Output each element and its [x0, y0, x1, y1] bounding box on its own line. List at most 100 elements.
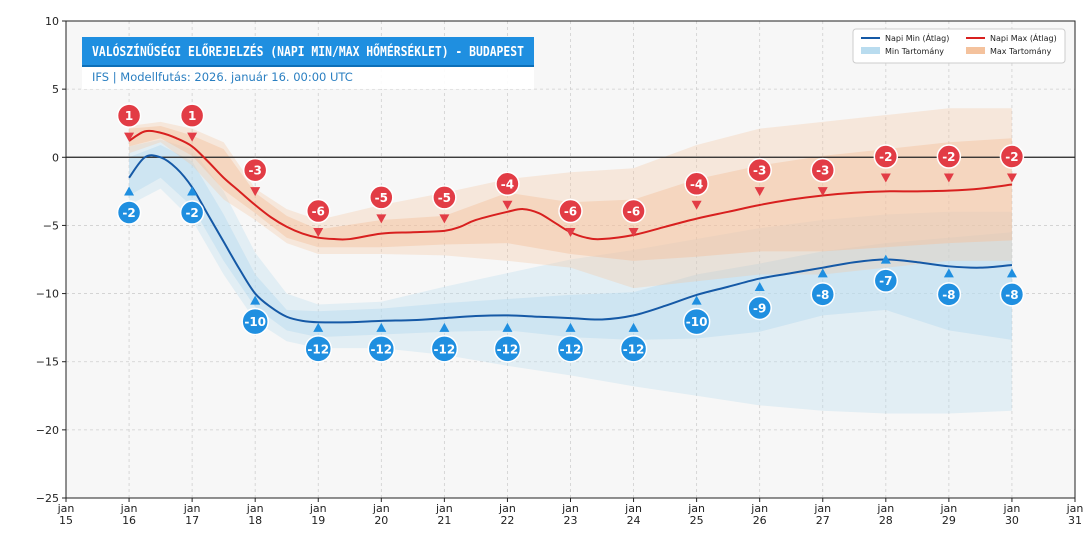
y-tick-label: −10 [36, 288, 59, 301]
max-marker: -3 [242, 157, 268, 197]
min-marker-dot [810, 282, 835, 307]
max-marker-dot [116, 103, 142, 128]
min-marker: -12 [556, 322, 585, 363]
x-tick-label-month: jan [624, 502, 642, 515]
range-band [129, 108, 1012, 289]
max-marker: -3 [747, 157, 772, 197]
legend-label-min-range: Min Tartomány [885, 47, 944, 56]
min-marker-arrow [754, 281, 765, 291]
max-marker-arrow [628, 228, 639, 238]
min-mean-line [128, 154, 1013, 324]
y-tick-label: 5 [52, 83, 59, 96]
max-marker-dot [810, 157, 835, 183]
max-marker: -5 [432, 185, 457, 224]
min-marker: -2 [179, 186, 205, 225]
x-tick-label-month: jan [939, 502, 957, 515]
range-band [129, 125, 1012, 261]
min-marker-dot [179, 200, 205, 225]
range-bands [129, 108, 1012, 414]
min-marker-arrow [1006, 268, 1017, 278]
min-marker: -10 [682, 295, 711, 336]
max-marker-arrow [124, 132, 135, 142]
max-marker-arrow [943, 173, 954, 183]
x-tick-label-day: 20 [374, 514, 388, 527]
max-marker-label: -2 [879, 150, 892, 164]
min-marker: -12 [367, 322, 396, 363]
legend-swatch-min-range [861, 47, 880, 54]
y-tick-label: −20 [36, 424, 59, 437]
max-marker-arrow [376, 214, 387, 224]
x-tick-label-day: 24 [627, 514, 641, 527]
range-band [129, 139, 1012, 414]
max-marker-dot [936, 144, 962, 169]
min-marker-label: -12 [623, 342, 645, 356]
max-marker-label: -6 [564, 205, 577, 219]
mean-lines [128, 129, 1013, 324]
min-marker-dot [873, 268, 899, 293]
legend-swatch-max-range [966, 47, 985, 54]
axes: 1050−5−10−15−20−25jan15jan16jan17jan18ja… [36, 15, 1084, 527]
min-marker-label: -8 [816, 288, 829, 302]
min-marker: -8 [936, 268, 962, 307]
min-marker-dot [430, 335, 459, 363]
x-tick-label-day: 31 [1068, 514, 1082, 527]
y-tick-label: 0 [52, 151, 59, 164]
min-marker-arrow [817, 268, 828, 278]
max-marker-label: -5 [375, 191, 388, 205]
x-tick-label-day: 15 [59, 514, 73, 527]
min-marker: -12 [493, 322, 522, 363]
chart-subtitle: IFS | Modellfutás: 2026. január 16. 00:0… [92, 70, 353, 84]
max-marker-label: -3 [249, 164, 262, 178]
x-tick-label-day: 21 [437, 514, 451, 527]
max-marker-label: -6 [627, 205, 640, 219]
min-marker-arrow [124, 186, 135, 196]
min-marker-arrow [565, 322, 576, 332]
x-tick-label-month: jan [120, 502, 138, 515]
x-tick-label-month: jan [1003, 502, 1021, 515]
title-box: VALÓSZÍNŰSÉGI ELŐREJELZÉS (NAPI MIN/MAX … [82, 37, 534, 89]
max-marker-arrow [880, 173, 891, 183]
max-marker-dot [747, 157, 772, 183]
x-tick-label-day: 17 [185, 514, 199, 527]
min-marker-arrow [187, 186, 198, 196]
max-marker-label: 1 [188, 109, 196, 123]
min-marker: -9 [747, 281, 772, 321]
max-marker-label: -6 [312, 205, 325, 219]
x-tick-label-month: jan [750, 502, 768, 515]
min-marker: -10 [241, 295, 269, 336]
min-marker-arrow [250, 295, 261, 305]
x-tick-label-day: 19 [311, 514, 325, 527]
max-marker: -4 [684, 171, 709, 210]
min-marker: -2 [116, 186, 142, 225]
min-marker-dot [241, 307, 269, 336]
max-marker-dot [873, 144, 899, 169]
x-tick-label-month: jan [1066, 502, 1084, 515]
x-tick-label-day: 18 [248, 514, 262, 527]
min-marker-arrow [880, 254, 891, 264]
max-marker-arrow [313, 228, 324, 238]
max-marker-arrow [250, 187, 261, 197]
max-marker-label: -4 [690, 177, 703, 191]
x-tick-label-day: 30 [1005, 514, 1019, 527]
x-tick-label-day: 27 [816, 514, 830, 527]
min-marker-dot [116, 200, 142, 225]
x-tick-label-day: 22 [500, 514, 514, 527]
max-marker-arrow [1006, 173, 1017, 183]
x-tick-label-day: 16 [122, 514, 136, 527]
min-marker-dot [556, 335, 585, 363]
legend-box [852, 28, 1066, 64]
min-marker: -8 [810, 268, 835, 307]
x-tick-label-month: jan [372, 502, 390, 515]
max-marker-arrow [691, 200, 702, 210]
min-marker-dot [367, 335, 396, 363]
legend: Napi Min (Átlag) Napi Max (Átlag) Min Ta… [852, 28, 1066, 64]
max-marker-arrow [502, 200, 513, 210]
max-marker: -6 [558, 198, 583, 238]
title-banner [82, 37, 534, 65]
max-marker-label: 1 [125, 109, 133, 123]
x-tick-label-month: jan [246, 502, 264, 515]
min-marker-arrow [943, 268, 954, 278]
min-marker-label: -12 [560, 342, 582, 356]
min-marker-label: -2 [185, 206, 198, 220]
